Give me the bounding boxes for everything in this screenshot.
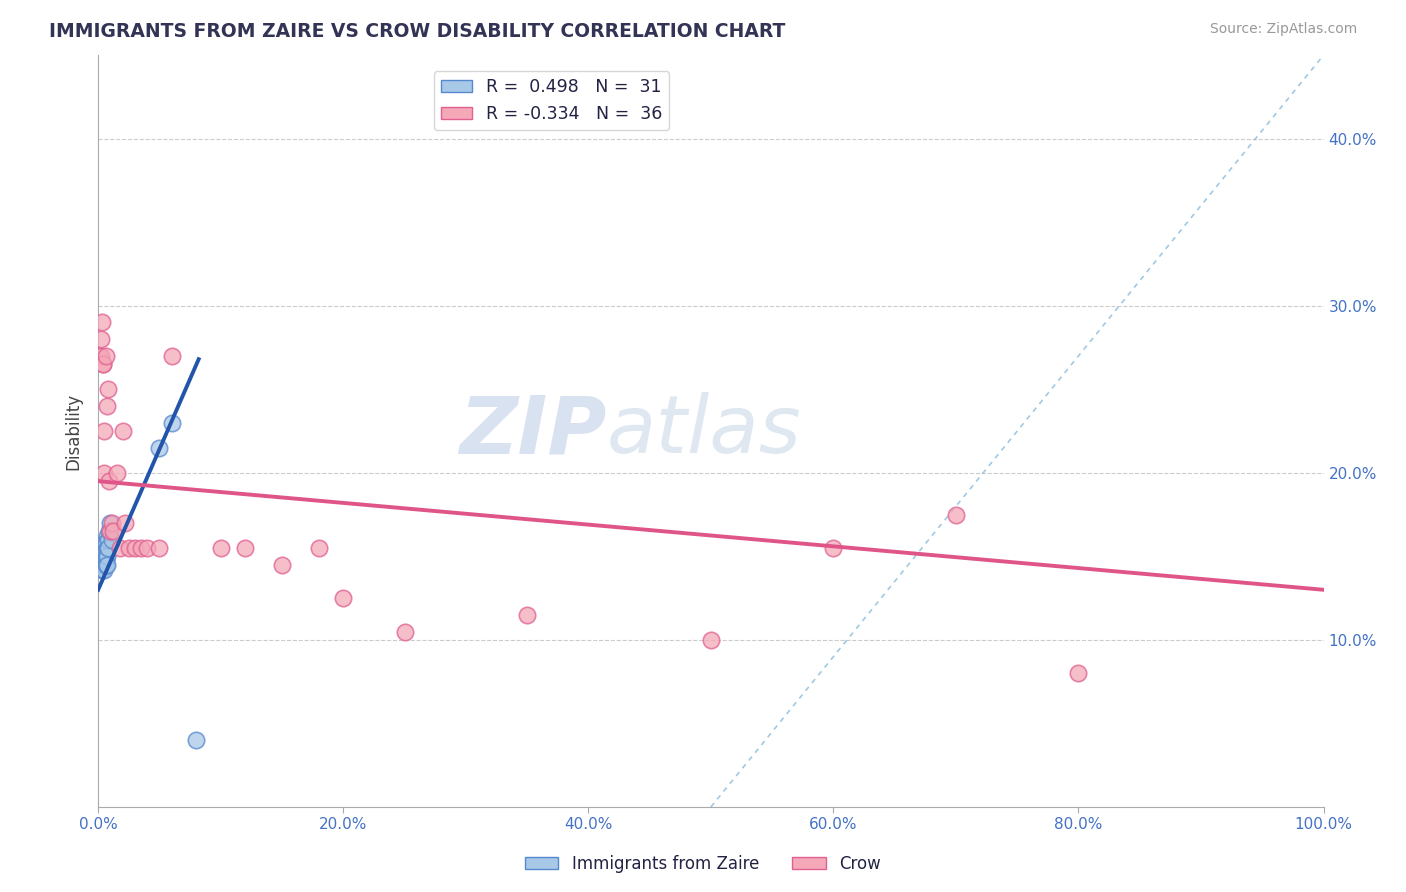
Point xyxy=(209,541,232,555)
Point xyxy=(91,357,114,371)
Point xyxy=(90,316,112,330)
Point xyxy=(97,382,120,396)
Point xyxy=(148,541,170,555)
Point xyxy=(700,632,723,647)
Point xyxy=(96,549,118,564)
Point xyxy=(93,546,115,560)
Point xyxy=(516,607,538,622)
Point xyxy=(160,416,183,430)
Text: ZIP: ZIP xyxy=(460,392,607,470)
Point xyxy=(186,733,208,747)
Point xyxy=(96,399,118,413)
Point xyxy=(96,541,118,555)
Point xyxy=(96,529,118,543)
Point xyxy=(100,524,122,539)
Point xyxy=(96,558,118,572)
Point xyxy=(97,533,120,547)
Point xyxy=(105,466,128,480)
Point xyxy=(93,536,115,550)
Point xyxy=(129,541,152,555)
Point xyxy=(271,558,294,572)
Point xyxy=(110,541,132,555)
Text: Source: ZipAtlas.com: Source: ZipAtlas.com xyxy=(1209,22,1357,37)
Point xyxy=(90,552,112,566)
Point xyxy=(93,466,115,480)
Point xyxy=(90,558,112,572)
Point xyxy=(160,349,183,363)
Point xyxy=(100,516,122,530)
Point xyxy=(114,516,136,530)
Point xyxy=(98,524,121,539)
Text: atlas: atlas xyxy=(607,392,801,470)
Point xyxy=(94,536,117,550)
Point xyxy=(1067,666,1090,681)
Point xyxy=(308,541,330,555)
Point xyxy=(94,552,117,566)
Point xyxy=(90,563,112,577)
Point xyxy=(89,349,111,363)
Point xyxy=(90,349,112,363)
Point xyxy=(332,591,354,606)
Point xyxy=(100,533,122,547)
Point xyxy=(91,541,114,555)
Legend: R =  0.498   N =  31, R = -0.334   N =  36: R = 0.498 N = 31, R = -0.334 N = 36 xyxy=(434,71,669,130)
Point xyxy=(823,541,845,555)
Point xyxy=(124,541,146,555)
Point xyxy=(101,524,124,539)
Point xyxy=(90,541,112,555)
Point xyxy=(90,541,112,555)
Point xyxy=(91,357,114,371)
Point xyxy=(111,424,134,438)
Point xyxy=(100,516,122,530)
Point xyxy=(91,558,114,572)
Legend: Immigrants from Zaire, Crow: Immigrants from Zaire, Crow xyxy=(519,848,887,880)
Point xyxy=(94,546,117,560)
Point xyxy=(89,558,111,572)
Point xyxy=(394,624,416,639)
Point xyxy=(93,563,115,577)
Point xyxy=(93,552,115,566)
Point xyxy=(91,549,114,564)
Point xyxy=(90,552,112,566)
Y-axis label: Disability: Disability xyxy=(65,392,82,469)
Point xyxy=(97,541,120,555)
Point xyxy=(90,332,112,346)
Point xyxy=(118,541,141,555)
Point xyxy=(148,441,170,455)
Point xyxy=(94,349,117,363)
Point xyxy=(945,508,967,522)
Point xyxy=(94,558,117,572)
Point xyxy=(98,474,121,488)
Point xyxy=(136,541,159,555)
Point xyxy=(233,541,256,555)
Point xyxy=(93,424,115,438)
Point xyxy=(89,549,111,564)
Text: IMMIGRANTS FROM ZAIRE VS CROW DISABILITY CORRELATION CHART: IMMIGRANTS FROM ZAIRE VS CROW DISABILITY… xyxy=(49,22,786,41)
